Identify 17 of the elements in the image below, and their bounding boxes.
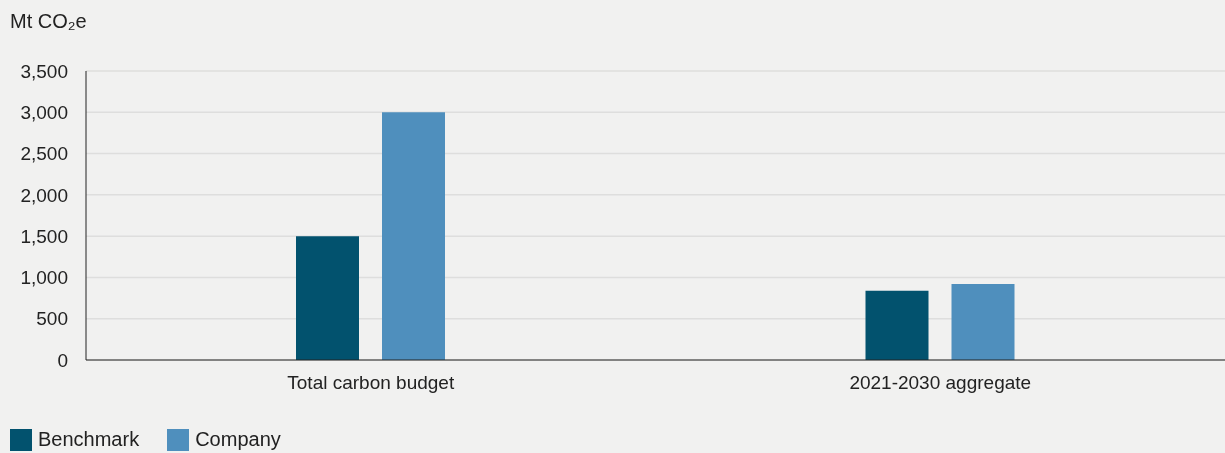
bar xyxy=(382,112,445,360)
y-tick-label: 500 xyxy=(36,308,68,330)
y-tick-label: 2,500 xyxy=(20,143,68,165)
y-tick-label: 0 xyxy=(57,349,68,371)
x-tick-label: Total carbon budget xyxy=(287,372,455,394)
y-axis-title: Mt CO₂e xyxy=(10,10,87,33)
legend-label: Benchmark xyxy=(38,428,140,451)
y-tick-label: 3,000 xyxy=(20,102,68,124)
bar xyxy=(296,236,359,360)
bar xyxy=(865,290,929,360)
y-tick-label: 1,500 xyxy=(20,225,68,247)
x-tick-label: 2021-2030 aggregate xyxy=(849,372,1032,394)
y-tick-label: 2,000 xyxy=(20,184,68,206)
y-tick-label: 1,000 xyxy=(20,267,68,289)
bar xyxy=(951,284,1015,360)
legend-label: Company xyxy=(195,428,281,451)
y-tick-label: 3,500 xyxy=(20,60,68,82)
